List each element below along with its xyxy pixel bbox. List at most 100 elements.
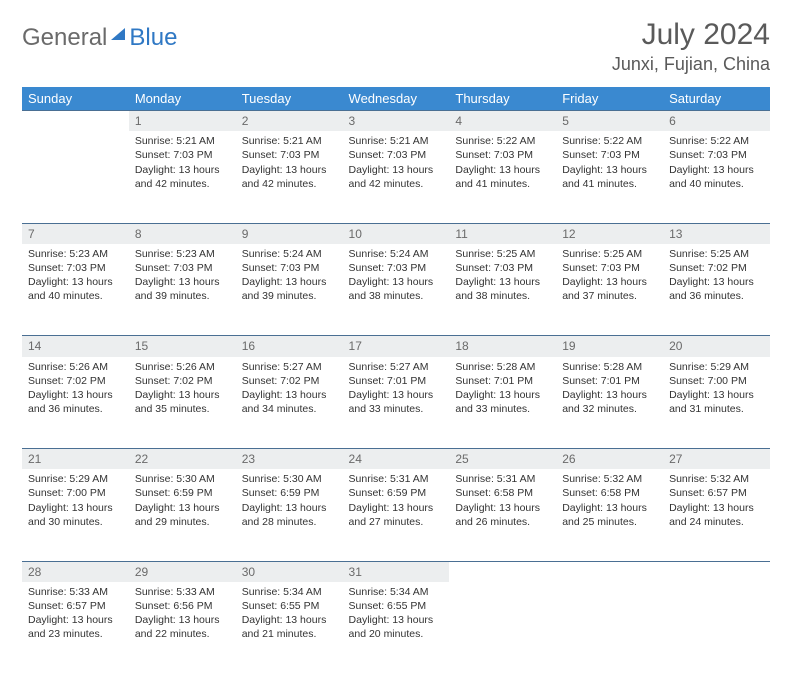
sunrise-line: Sunrise: 5:29 AM: [28, 472, 123, 486]
daylight-line: Daylight: 13 hours and 41 minutes.: [562, 163, 657, 191]
day-number-cell: 13: [663, 223, 770, 244]
day-details: Sunrise: 5:30 AMSunset: 6:59 PMDaylight:…: [236, 469, 343, 535]
sunset-line: Sunset: 7:03 PM: [242, 148, 337, 162]
sunrise-line: Sunrise: 5:25 AM: [455, 247, 550, 261]
day-number-cell: 12: [556, 223, 663, 244]
day-details: Sunrise: 5:22 AMSunset: 7:03 PMDaylight:…: [556, 131, 663, 197]
daylight-line: Daylight: 13 hours and 23 minutes.: [28, 613, 123, 641]
day-details: Sunrise: 5:28 AMSunset: 7:01 PMDaylight:…: [449, 357, 556, 423]
day-body-cell: Sunrise: 5:34 AMSunset: 6:55 PMDaylight:…: [343, 582, 450, 674]
sunset-line: Sunset: 6:55 PM: [242, 599, 337, 613]
daylight-line: Daylight: 13 hours and 40 minutes.: [669, 163, 764, 191]
day-number-cell: 8: [129, 223, 236, 244]
day-body-cell: Sunrise: 5:24 AMSunset: 7:03 PMDaylight:…: [343, 244, 450, 336]
daylight-line: Daylight: 13 hours and 32 minutes.: [562, 388, 657, 416]
day-number-cell: 26: [556, 449, 663, 470]
brand-word-2: Blue: [129, 24, 177, 52]
day-number-row: 14151617181920: [22, 336, 770, 357]
day-number-cell: 30: [236, 561, 343, 582]
day-details: Sunrise: 5:30 AMSunset: 6:59 PMDaylight:…: [129, 469, 236, 535]
sunrise-line: Sunrise: 5:32 AM: [669, 472, 764, 486]
day-number-cell: 16: [236, 336, 343, 357]
sunrise-line: Sunrise: 5:23 AM: [28, 247, 123, 261]
day-body-cell: Sunrise: 5:30 AMSunset: 6:59 PMDaylight:…: [236, 469, 343, 561]
day-number-cell: 18: [449, 336, 556, 357]
sunrise-line: Sunrise: 5:22 AM: [455, 134, 550, 148]
sunset-line: Sunset: 7:03 PM: [135, 148, 230, 162]
calendar-body: 123456Sunrise: 5:21 AMSunset: 7:03 PMDay…: [22, 111, 770, 674]
day-details: Sunrise: 5:32 AMSunset: 6:58 PMDaylight:…: [556, 469, 663, 535]
empty-number-cell: [449, 561, 556, 582]
sunrise-line: Sunrise: 5:22 AM: [562, 134, 657, 148]
weekday-header: Friday: [556, 87, 663, 111]
daylight-line: Daylight: 13 hours and 42 minutes.: [135, 163, 230, 191]
day-body-cell: Sunrise: 5:27 AMSunset: 7:02 PMDaylight:…: [236, 357, 343, 449]
daylight-line: Daylight: 13 hours and 33 minutes.: [349, 388, 444, 416]
daylight-line: Daylight: 13 hours and 31 minutes.: [669, 388, 764, 416]
day-details: Sunrise: 5:29 AMSunset: 7:00 PMDaylight:…: [663, 357, 770, 423]
day-details: Sunrise: 5:25 AMSunset: 7:02 PMDaylight:…: [663, 244, 770, 310]
daylight-line: Daylight: 13 hours and 40 minutes.: [28, 275, 123, 303]
day-body-cell: Sunrise: 5:28 AMSunset: 7:01 PMDaylight:…: [449, 357, 556, 449]
day-body-row: Sunrise: 5:26 AMSunset: 7:02 PM Daylight:…: [22, 357, 770, 449]
day-number-cell: 2: [236, 111, 343, 132]
daylight-line: Daylight: 13 hours and 20 minutes.: [349, 613, 444, 641]
weekday-header: Tuesday: [236, 87, 343, 111]
sunrise-line: Sunrise: 5:21 AM: [242, 134, 337, 148]
daylight-line: Daylight: 13 hours and 37 minutes.: [562, 275, 657, 303]
day-details: Sunrise: 5:34 AMSunset: 6:55 PMDaylight:…: [236, 582, 343, 648]
day-number-row: 78910111213: [22, 223, 770, 244]
sunset-line: Sunset: 6:55 PM: [349, 599, 444, 613]
sunrise-line: Sunrise: 5:23 AM: [135, 247, 230, 261]
day-number-cell: 24: [343, 449, 450, 470]
weekday-header: Thursday: [449, 87, 556, 111]
daylight-line: Daylight: 13 hours and 34 minutes.: [242, 388, 337, 416]
daylight-line: Daylight: 13 hours and 36 minutes.: [669, 275, 764, 303]
day-details: Sunrise: 5:21 AMSunset: 7:03 PMDaylight:…: [129, 131, 236, 197]
weekday-header: Wednesday: [343, 87, 450, 111]
sunrise-line: Sunrise: 5:29 AM: [669, 360, 764, 374]
daylight-line: Daylight: 13 hours and 33 minutes.: [455, 388, 550, 416]
brand-triangle-icon: [111, 28, 125, 40]
day-details: Sunrise: 5:31 AMSunset: 6:59 PMDaylight:…: [343, 469, 450, 535]
empty-body-cell: [22, 131, 129, 223]
sunrise-line: Sunrise: 5:32 AM: [562, 472, 657, 486]
day-body-cell: Sunrise: 5:25 AMSunset: 7:03 PMDaylight:…: [449, 244, 556, 336]
sunrise-line: Sunrise: 5:28 AM: [455, 360, 550, 374]
day-number-cell: 22: [129, 449, 236, 470]
sunrise-line: Sunrise: 5:33 AM: [28, 585, 123, 599]
day-number-row: 21222324252627: [22, 449, 770, 470]
daylight-line: Daylight: 13 hours and 38 minutes.: [455, 275, 550, 303]
daylight-line: Daylight: 13 hours and 22 minutes.: [135, 613, 230, 641]
sunrise-line: Sunrise: 5:33 AM: [135, 585, 230, 599]
day-details: Sunrise: 5:21 AMSunset: 7:03 PMDaylight:…: [343, 131, 450, 197]
empty-body-cell: [556, 582, 663, 674]
day-number-cell: 15: [129, 336, 236, 357]
month-title: July 2024: [612, 18, 770, 52]
sunset-line: Sunset: 6:57 PM: [28, 599, 123, 613]
day-body-cell: Sunrise: 5:26 AMSunset: 7:02 PMDaylight:…: [22, 357, 129, 449]
sunrise-line: Sunrise: 5:26 AM: [28, 360, 123, 374]
day-number-row: 123456: [22, 111, 770, 132]
sunset-line: Sunset: 7:03 PM: [349, 261, 444, 275]
day-body-cell: Sunrise: 5:33 AMSunset: 6:56 PMDaylight:…: [129, 582, 236, 674]
daylight-line: Daylight: 13 hours and 21 minutes.: [242, 613, 337, 641]
day-details: Sunrise: 5:21 AMSunset: 7:03 PMDaylight:…: [236, 131, 343, 197]
sunrise-line: Sunrise: 5:24 AM: [349, 247, 444, 261]
day-details: Sunrise: 5:28 AMSunset: 7:01 PMDaylight:…: [556, 357, 663, 423]
calendar-table: SundayMondayTuesdayWednesdayThursdayFrid…: [22, 87, 770, 674]
sunset-line: Sunset: 7:03 PM: [562, 148, 657, 162]
weekday-header-row: SundayMondayTuesdayWednesdayThursdayFrid…: [22, 87, 770, 111]
day-body-cell: Sunrise: 5:32 AMSunset: 6:57 PMDaylight:…: [663, 469, 770, 561]
sunrise-line: Sunrise: 5:25 AM: [669, 247, 764, 261]
day-number-cell: 25: [449, 449, 556, 470]
day-body-cell: Sunrise: 5:31 AMSunset: 6:59 PMDaylight:…: [343, 469, 450, 561]
day-details: Sunrise: 5:24 AMSunset: 7:03 PMDaylight:…: [236, 244, 343, 310]
day-number-cell: 23: [236, 449, 343, 470]
sunset-line: Sunset: 7:00 PM: [669, 374, 764, 388]
daylight-line: Daylight: 13 hours and 35 minutes.: [135, 388, 230, 416]
day-body-cell: Sunrise: 5:31 AMSunset: 6:58 PMDaylight:…: [449, 469, 556, 561]
sunset-line: Sunset: 7:02 PM: [28, 374, 123, 388]
day-details: Sunrise: 5:31 AMSunset: 6:58 PMDaylight:…: [449, 469, 556, 535]
day-body-cell: Sunrise: 5:21 AMSunset: 7:03 PMDaylight:…: [343, 131, 450, 223]
